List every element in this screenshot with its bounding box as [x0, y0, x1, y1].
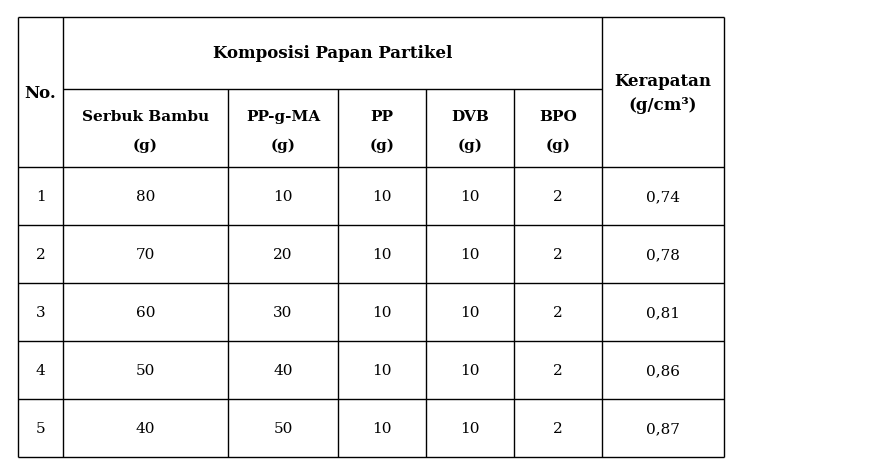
Text: 20: 20 [274, 247, 293, 262]
Text: (g): (g) [270, 139, 295, 153]
Text: 2: 2 [553, 190, 563, 203]
Text: 0,74: 0,74 [646, 190, 680, 203]
Text: 70: 70 [135, 247, 156, 262]
Text: PP: PP [371, 110, 393, 124]
Text: 10: 10 [372, 305, 392, 319]
Text: (g/cm³): (g/cm³) [628, 96, 697, 113]
Text: Serbuk Bambu: Serbuk Bambu [82, 110, 209, 124]
Text: 0,86: 0,86 [646, 363, 680, 377]
Text: 30: 30 [274, 305, 293, 319]
Text: 40: 40 [135, 421, 156, 435]
Text: 10: 10 [372, 247, 392, 262]
Text: 0,81: 0,81 [646, 305, 680, 319]
Text: PP-g-MA: PP-g-MA [246, 110, 320, 124]
Text: Komposisi Papan Partikel: Komposisi Papan Partikel [212, 45, 452, 62]
Text: 10: 10 [372, 190, 392, 203]
Text: 10: 10 [372, 421, 392, 435]
Text: 10: 10 [461, 421, 480, 435]
Text: 0,78: 0,78 [646, 247, 680, 262]
Text: 50: 50 [135, 363, 156, 377]
Text: (g): (g) [133, 139, 158, 153]
Text: 10: 10 [274, 190, 293, 203]
Text: Kerapatan: Kerapatan [614, 73, 711, 90]
Text: 10: 10 [461, 363, 480, 377]
Text: 5: 5 [36, 421, 45, 435]
Text: BPO: BPO [539, 110, 577, 124]
Text: 10: 10 [461, 247, 480, 262]
Text: (g): (g) [545, 139, 571, 153]
Text: 2: 2 [553, 305, 563, 319]
Text: 2: 2 [36, 247, 45, 262]
Text: 4: 4 [36, 363, 45, 377]
Text: 1: 1 [36, 190, 45, 203]
Text: DVB: DVB [451, 110, 489, 124]
Text: 3: 3 [36, 305, 45, 319]
Text: 2: 2 [553, 421, 563, 435]
Text: 50: 50 [274, 421, 293, 435]
Text: No.: No. [24, 84, 57, 101]
Text: (g): (g) [370, 139, 394, 153]
Text: 0,87: 0,87 [646, 421, 680, 435]
Text: 2: 2 [553, 363, 563, 377]
Text: (g): (g) [457, 139, 482, 153]
Text: 40: 40 [274, 363, 293, 377]
Text: 2: 2 [553, 247, 563, 262]
Text: 60: 60 [135, 305, 156, 319]
Text: 10: 10 [461, 190, 480, 203]
Text: 10: 10 [461, 305, 480, 319]
Text: 10: 10 [372, 363, 392, 377]
Text: 80: 80 [135, 190, 156, 203]
